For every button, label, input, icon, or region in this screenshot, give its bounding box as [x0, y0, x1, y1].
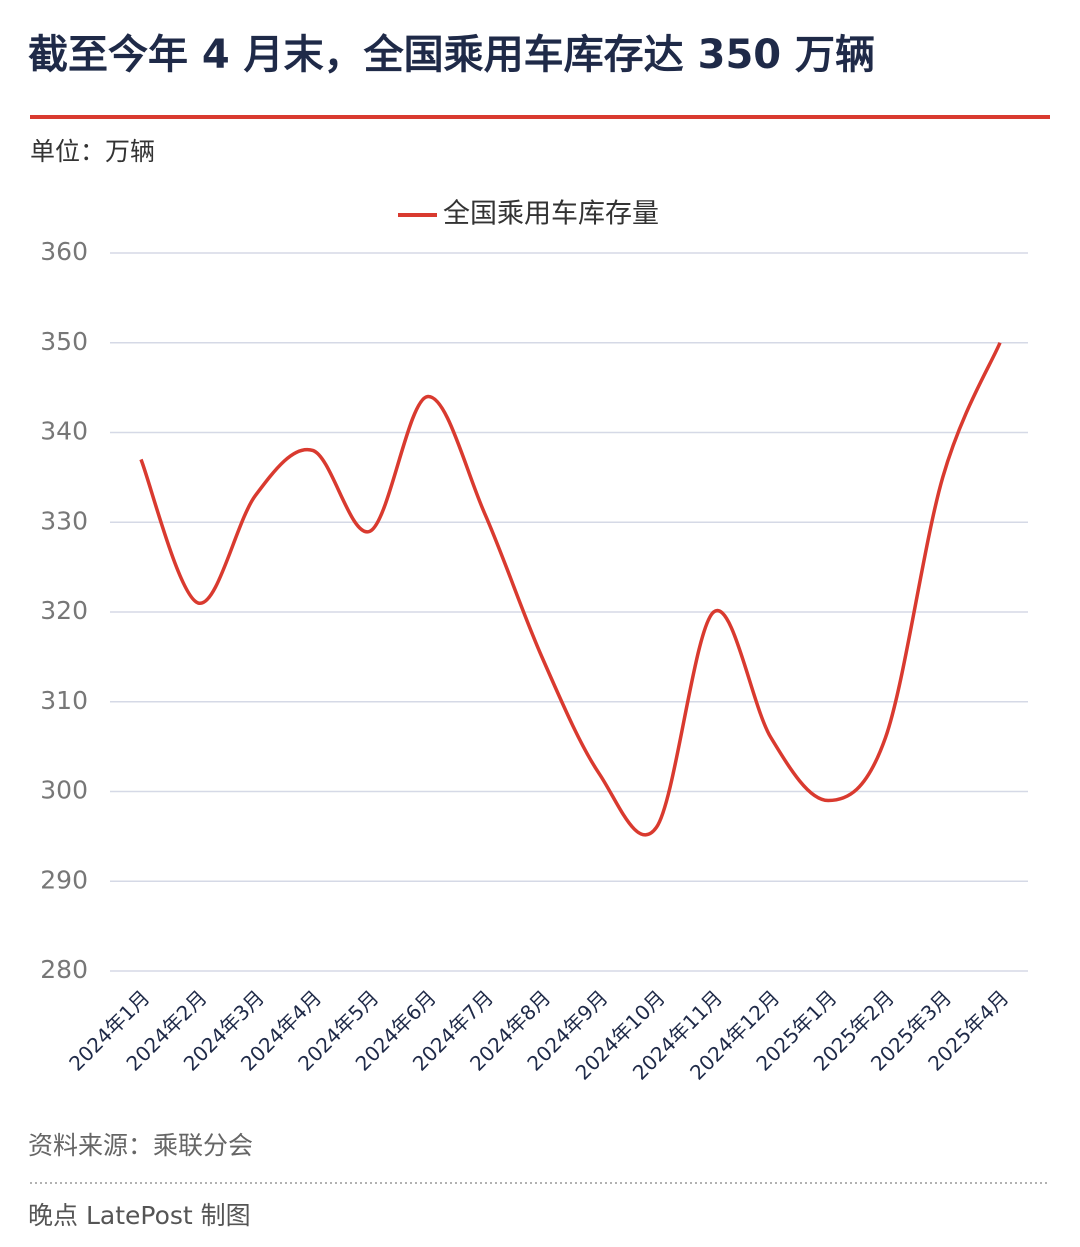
- y-tick-label: 290: [40, 865, 88, 894]
- y-tick-label: 280: [40, 955, 88, 984]
- y-tick-label: 330: [40, 506, 88, 535]
- y-tick-label: 360: [40, 237, 88, 266]
- y-tick-label: 350: [40, 327, 88, 356]
- legend-label: 全国乘用车库存量: [443, 199, 659, 230]
- y-tick-label: 300: [40, 776, 88, 805]
- y-tick-label: 310: [40, 686, 88, 715]
- chart-title: 截至今年 4 月末，全国乘用车库存达 350 万辆: [28, 32, 875, 78]
- source: 资料来源：乘联分会: [28, 1131, 253, 1160]
- data-line: [139, 342, 1002, 837]
- credit: 晚点 LatePost 制图: [28, 1201, 251, 1230]
- unit-label: 单位：万辆: [30, 137, 155, 166]
- y-tick-label: 320: [40, 596, 88, 625]
- y-tick-label: 340: [40, 417, 88, 446]
